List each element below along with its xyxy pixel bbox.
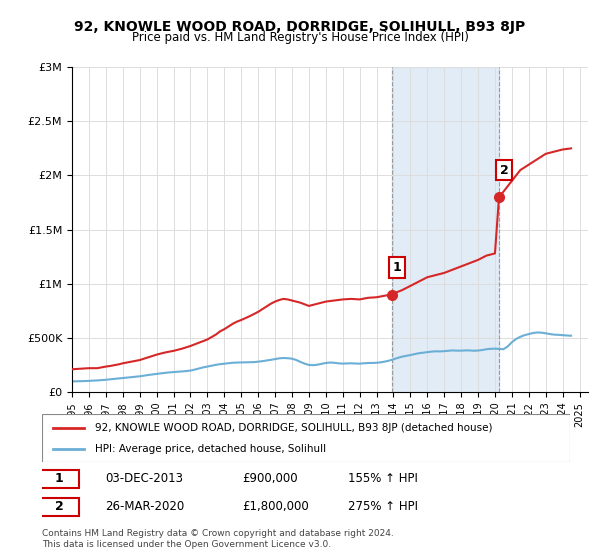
Text: 1: 1: [55, 472, 63, 486]
Text: 2: 2: [55, 500, 63, 514]
Text: £900,000: £900,000: [242, 472, 298, 486]
Bar: [392, 67, 499, 392]
Text: Price paid vs. HM Land Registry's House Price Index (HPI): Price paid vs. HM Land Registry's House …: [131, 31, 469, 44]
FancyBboxPatch shape: [42, 414, 570, 462]
Text: 1: 1: [393, 261, 401, 274]
Text: 2: 2: [500, 164, 508, 176]
FancyBboxPatch shape: [40, 470, 79, 488]
Text: 26-MAR-2020: 26-MAR-2020: [106, 500, 185, 514]
Text: 92, KNOWLE WOOD ROAD, DORRIDGE, SOLIHULL, B93 8JP: 92, KNOWLE WOOD ROAD, DORRIDGE, SOLIHULL…: [74, 20, 526, 34]
Text: 03-DEC-2013: 03-DEC-2013: [106, 472, 184, 486]
Text: 275% ↑ HPI: 275% ↑ HPI: [348, 500, 418, 514]
Text: 155% ↑ HPI: 155% ↑ HPI: [348, 472, 418, 486]
FancyBboxPatch shape: [40, 498, 79, 516]
Text: This data is licensed under the Open Government Licence v3.0.: This data is licensed under the Open Gov…: [42, 540, 331, 549]
Text: HPI: Average price, detached house, Solihull: HPI: Average price, detached house, Soli…: [95, 444, 326, 454]
Text: Contains HM Land Registry data © Crown copyright and database right 2024.: Contains HM Land Registry data © Crown c…: [42, 529, 394, 538]
Text: £1,800,000: £1,800,000: [242, 500, 310, 514]
Text: 92, KNOWLE WOOD ROAD, DORRIDGE, SOLIHULL, B93 8JP (detached house): 92, KNOWLE WOOD ROAD, DORRIDGE, SOLIHULL…: [95, 423, 493, 433]
